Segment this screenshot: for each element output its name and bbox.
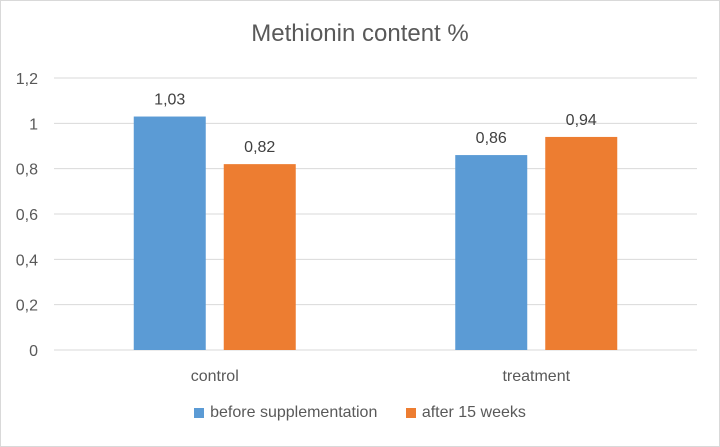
legend-item-after: after 15 weeks: [405, 404, 526, 422]
y-tick-label: 0,6: [16, 207, 38, 224]
x-tick-label: treatment: [502, 368, 570, 385]
x-axis-ticks: control treatment: [191, 368, 571, 385]
y-tick-label: 0: [29, 343, 38, 360]
data-label: 0,94: [566, 112, 597, 129]
chart-title: Methionin content %: [251, 20, 469, 47]
y-tick-label: 1,2: [16, 71, 38, 88]
y-tick-label: 0,8: [16, 162, 38, 179]
data-label: 0,86: [476, 130, 507, 147]
data-label: 0,82: [244, 139, 275, 156]
y-axis-ticks: 0 0,2 0,4 0,6 0,8 1 1,2: [16, 71, 38, 360]
legend-label-before: before supplementation: [210, 404, 378, 421]
legend-item-before: before supplementation: [194, 404, 377, 422]
y-tick-label: 0,4: [16, 252, 38, 269]
legend-swatch-after: [405, 408, 416, 418]
legend: before supplementation after 15 weeks: [0, 404, 720, 423]
data-label: 1,03: [154, 92, 185, 109]
legend-label-after: after 15 weeks: [421, 404, 526, 421]
bar: [133, 116, 206, 351]
x-tick-label: control: [191, 368, 239, 385]
bar: [223, 164, 296, 350]
bars: [133, 116, 618, 351]
data-labels: 1,03 0,82 0,86 0,94: [154, 92, 597, 157]
bar: [455, 155, 528, 350]
y-tick-label: 1: [29, 116, 38, 133]
y-tick-label: 0,2: [16, 298, 38, 315]
bar: [545, 136, 618, 350]
legend-swatch-before: [194, 408, 205, 418]
